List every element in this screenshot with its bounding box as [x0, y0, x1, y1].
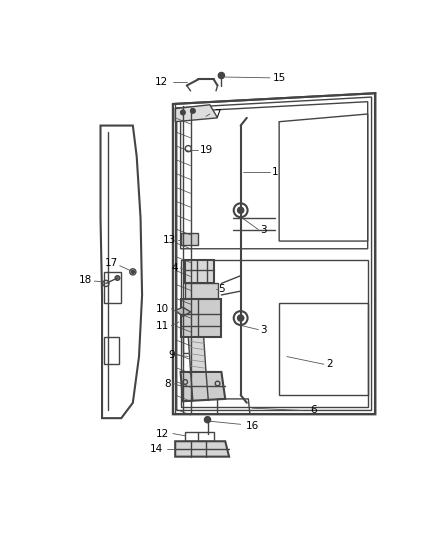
Polygon shape — [188, 337, 206, 372]
Text: 3: 3 — [261, 325, 267, 335]
Text: 12: 12 — [155, 77, 168, 87]
Circle shape — [131, 270, 134, 273]
Text: 9: 9 — [168, 350, 175, 360]
Circle shape — [237, 315, 244, 321]
Polygon shape — [175, 308, 191, 317]
Polygon shape — [185, 260, 214, 284]
Text: 17: 17 — [105, 257, 118, 268]
Polygon shape — [185, 284, 218, 299]
Text: 13: 13 — [163, 235, 177, 245]
Text: 15: 15 — [272, 73, 286, 83]
Text: 6: 6 — [311, 406, 317, 415]
Text: 7: 7 — [214, 109, 221, 119]
Polygon shape — [175, 105, 218, 122]
Text: 8: 8 — [164, 378, 171, 389]
Circle shape — [180, 110, 185, 115]
Circle shape — [218, 72, 225, 78]
Polygon shape — [180, 299, 221, 337]
Text: 19: 19 — [199, 145, 212, 155]
Text: 4: 4 — [172, 263, 179, 273]
Circle shape — [115, 276, 120, 280]
Polygon shape — [180, 233, 198, 245]
Text: 5: 5 — [218, 284, 225, 294]
Text: 18: 18 — [78, 274, 92, 285]
Circle shape — [237, 207, 244, 213]
Text: 16: 16 — [246, 421, 259, 431]
Polygon shape — [175, 441, 229, 457]
Circle shape — [205, 417, 211, 423]
Text: 2: 2 — [326, 359, 332, 369]
Text: 12: 12 — [155, 429, 169, 439]
Text: 3: 3 — [261, 224, 267, 235]
Text: 14: 14 — [149, 444, 162, 454]
Text: 11: 11 — [155, 321, 169, 331]
Polygon shape — [180, 372, 225, 401]
Circle shape — [191, 109, 195, 113]
Text: 10: 10 — [155, 304, 169, 314]
Text: 1: 1 — [272, 167, 279, 177]
